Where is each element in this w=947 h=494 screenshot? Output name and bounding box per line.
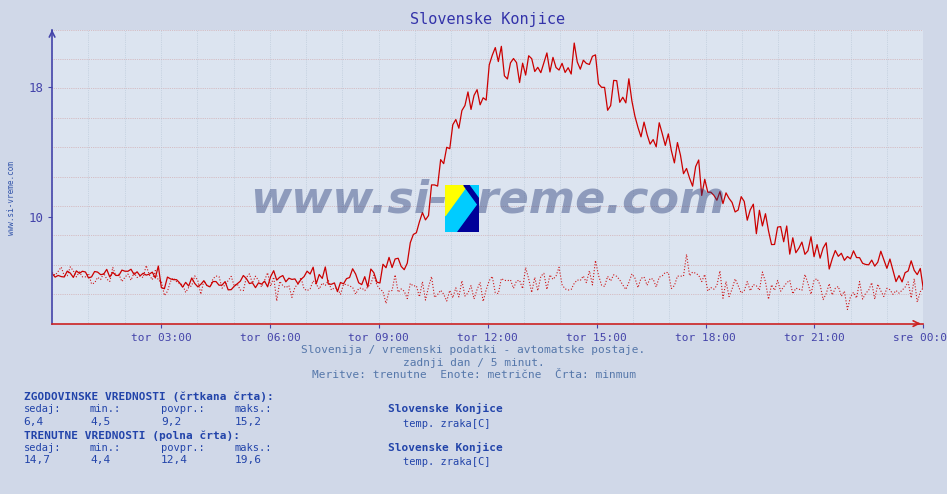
Text: sedaj:: sedaj:	[24, 405, 62, 414]
Text: maks.:: maks.:	[235, 405, 273, 414]
Polygon shape	[464, 185, 479, 206]
Text: temp. zraka[C]: temp. zraka[C]	[403, 419, 491, 429]
Text: Slovenske Konjice: Slovenske Konjice	[388, 442, 503, 453]
Text: povpr.:: povpr.:	[161, 443, 205, 453]
Text: Slovenske Konjice: Slovenske Konjice	[388, 404, 503, 414]
Text: Slovenija / vremenski podatki - avtomatske postaje.: Slovenija / vremenski podatki - avtomats…	[301, 345, 646, 355]
Text: 4,5: 4,5	[90, 417, 110, 427]
Text: povpr.:: povpr.:	[161, 405, 205, 414]
Text: 19,6: 19,6	[235, 455, 262, 465]
Text: min.:: min.:	[90, 405, 121, 414]
Text: www.si-vreme.com: www.si-vreme.com	[250, 179, 725, 222]
Text: Meritve: trenutne  Enote: metrične  Črta: minmum: Meritve: trenutne Enote: metrične Črta: …	[312, 370, 635, 380]
Text: TRENUTNE VREDNOSTI (polna črta):: TRENUTNE VREDNOSTI (polna črta):	[24, 430, 240, 441]
Text: 6,4: 6,4	[24, 417, 44, 427]
Polygon shape	[445, 185, 467, 216]
Polygon shape	[457, 202, 479, 232]
Text: 12,4: 12,4	[161, 455, 188, 465]
Text: www.si-vreme.com: www.si-vreme.com	[7, 161, 16, 235]
Text: 9,2: 9,2	[161, 417, 181, 427]
Text: min.:: min.:	[90, 443, 121, 453]
Text: 4,4: 4,4	[90, 455, 110, 465]
Text: 14,7: 14,7	[24, 455, 51, 465]
Title: Slovenske Konjice: Slovenske Konjice	[410, 12, 565, 27]
Text: 15,2: 15,2	[235, 417, 262, 427]
Text: zadnji dan / 5 minut.: zadnji dan / 5 minut.	[402, 358, 545, 368]
Text: ZGODOVINSKE VREDNOSTI (črtkana črta):: ZGODOVINSKE VREDNOSTI (črtkana črta):	[24, 392, 274, 402]
Text: sedaj:: sedaj:	[24, 443, 62, 453]
Text: maks.:: maks.:	[235, 443, 273, 453]
Text: temp. zraka[C]: temp. zraka[C]	[403, 457, 491, 467]
